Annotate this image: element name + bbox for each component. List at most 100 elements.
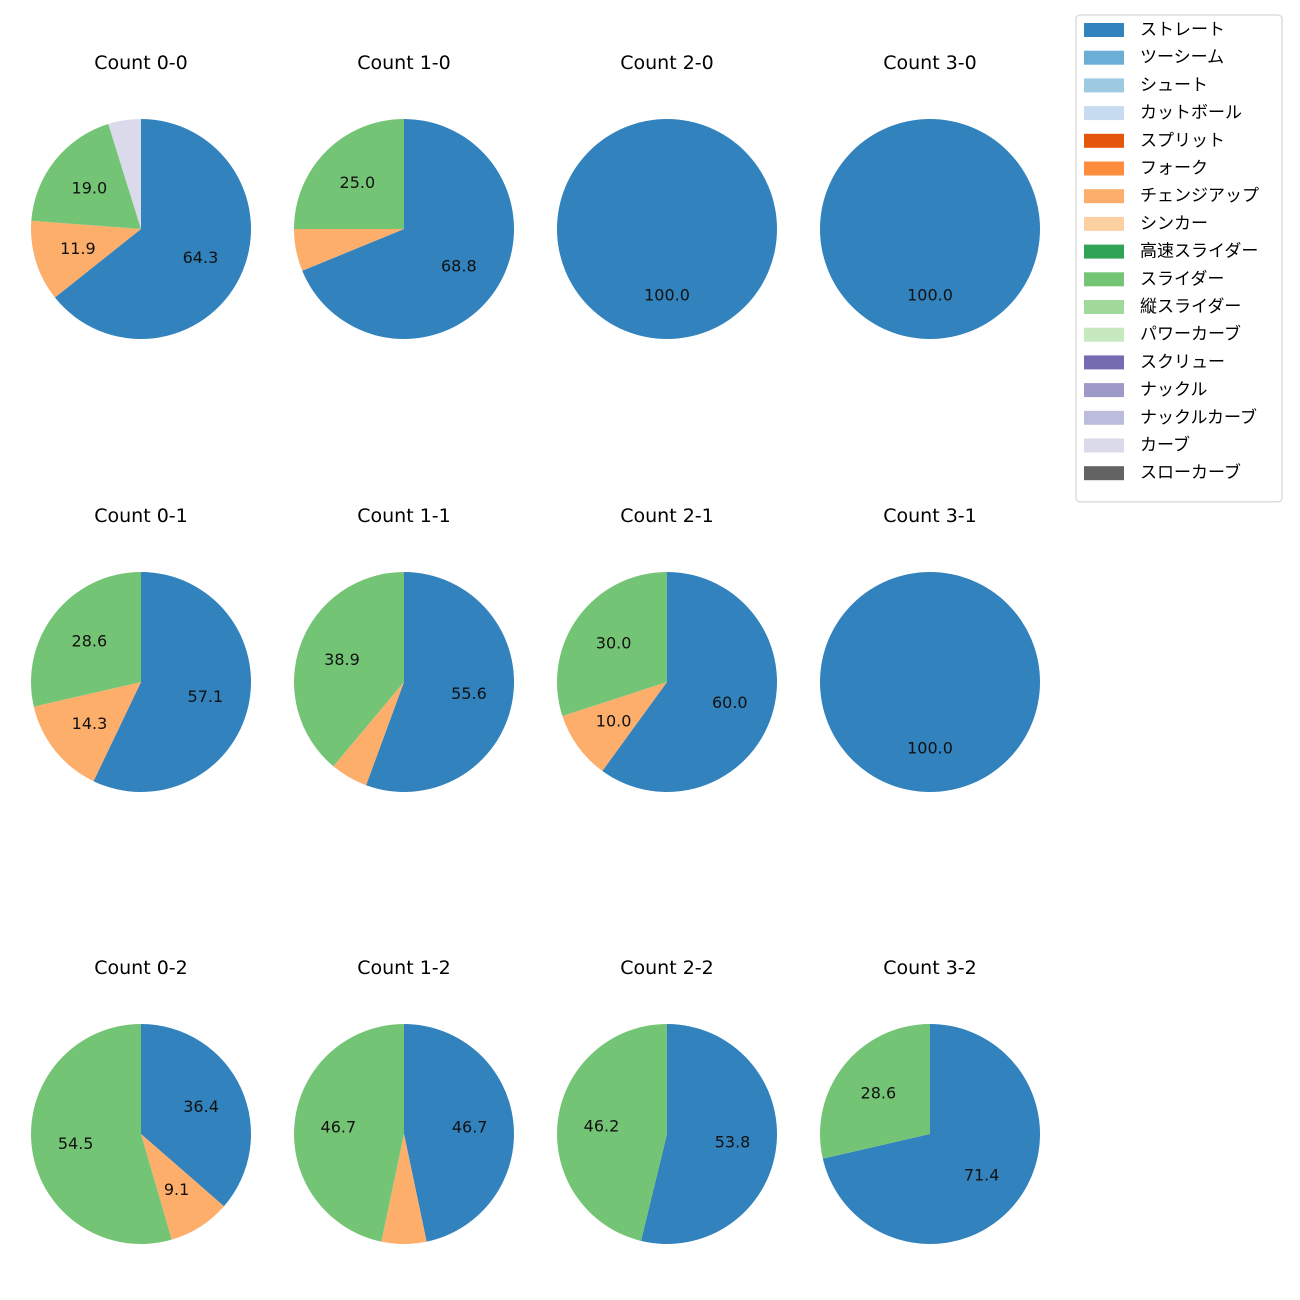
legend-swatch xyxy=(1084,78,1124,93)
pie-slice xyxy=(820,572,1040,792)
pie-slice xyxy=(366,572,515,792)
pie-value-label: 71.4 xyxy=(964,1166,1000,1185)
pie-value-label: 9.1 xyxy=(164,1180,189,1199)
legend-swatch xyxy=(1084,189,1124,204)
pie-value-label: 46.7 xyxy=(452,1118,488,1137)
pie-slice xyxy=(294,572,404,767)
legend-swatch xyxy=(1084,383,1124,398)
pie-slice xyxy=(108,119,141,229)
legend-swatch xyxy=(1084,161,1124,176)
legend-label: スプリット xyxy=(1140,131,1225,151)
pie-value-label: 38.9 xyxy=(324,650,360,669)
pie-slice xyxy=(640,1024,778,1244)
legend-label: シュート xyxy=(1140,75,1208,95)
pie-slice xyxy=(30,1024,172,1244)
pie-slice xyxy=(93,571,252,792)
legend-label: スライダー xyxy=(1140,269,1224,289)
pie-slice xyxy=(294,1024,404,1242)
pie-chart: Count 3-2 71.4 28.6 xyxy=(819,957,1040,1244)
pie-slice xyxy=(31,123,142,229)
legend: ストレートツーシームシュートカットボールスプリットフォークチェンジアップシンカー… xyxy=(1075,14,1283,503)
legend-label: 高速スライダー xyxy=(1140,242,1258,262)
legend-label: チェンジアップ xyxy=(1140,186,1259,206)
legend-swatch xyxy=(1084,244,1124,259)
pie-slice xyxy=(33,682,141,782)
pie-value-label: 11.9 xyxy=(60,239,96,258)
pie-value-label: 25.0 xyxy=(340,173,376,192)
pie-value-label: 55.6 xyxy=(451,684,487,703)
pie-value-label: 54.5 xyxy=(58,1134,94,1153)
pie-slice xyxy=(404,1024,514,1242)
pie-slice xyxy=(30,220,142,298)
pie-title: Count 0-0 xyxy=(94,52,188,74)
pie-value-label: 30.0 xyxy=(596,634,632,653)
pie-slice xyxy=(294,229,404,271)
legend-label: シンカー xyxy=(1140,214,1208,234)
pie-chart: Count 3-0 100.0 xyxy=(820,52,1040,339)
pie-title: Count 2-2 xyxy=(620,957,714,979)
legend-label: フォーク xyxy=(1140,159,1208,179)
pie-slice xyxy=(557,1024,667,1241)
pie-chart: Count 1-1 55.6 38.9 xyxy=(294,505,515,792)
pie-value-label: 10.0 xyxy=(596,711,632,730)
pie-chart: Count 0-2 36.4 9.1 54.5 xyxy=(30,957,251,1244)
pie-title: Count 0-2 xyxy=(94,957,188,979)
pie-value-label: 57.1 xyxy=(188,687,224,706)
pie-slice xyxy=(30,572,142,707)
pie-value-label: 19.0 xyxy=(72,178,108,197)
pie-value-label: 14.3 xyxy=(72,714,108,733)
pie-value-label: 60.0 xyxy=(712,693,748,712)
pie-value-label: 100.0 xyxy=(907,286,953,305)
pie-chart: Count 0-1 57.1 14.3 28.6 xyxy=(30,505,252,792)
pie-title: Count 1-0 xyxy=(357,52,451,74)
legend-swatch xyxy=(1084,327,1124,342)
pie-value-label: 53.8 xyxy=(715,1132,751,1151)
pie-chart: Count 2-1 60.0 10.0 30.0 xyxy=(556,505,777,792)
legend-label: ナックルカーブ xyxy=(1140,407,1257,428)
pie-chart: Count 1-0 68.8 25.0 xyxy=(294,52,514,339)
pie-chart: Count 2-2 53.8 46.2 xyxy=(557,957,778,1244)
pie-slice xyxy=(819,1023,930,1159)
pie-slice xyxy=(820,119,1040,339)
legend-swatch xyxy=(1084,106,1124,121)
legend-swatch xyxy=(1084,50,1124,65)
pie-chart: Count 3-1 100.0 xyxy=(820,505,1040,792)
pie-slice xyxy=(562,682,667,771)
pie-slice xyxy=(557,119,777,339)
pie-title: Count 3-1 xyxy=(883,505,977,527)
legend-label: スローカーブ xyxy=(1140,462,1241,483)
pie-slice xyxy=(294,119,404,229)
pie-value-label: 100.0 xyxy=(907,739,953,758)
pie-title: Count 3-2 xyxy=(883,957,977,979)
pie-value-label: 28.6 xyxy=(861,1083,897,1102)
legend-label: ストレート xyxy=(1140,20,1225,40)
pie-slice xyxy=(141,1134,224,1240)
pie-slice xyxy=(556,572,667,716)
pie-value-label: 64.3 xyxy=(183,248,219,267)
pie-slice xyxy=(602,572,777,792)
legend-label: パワーカーブ xyxy=(1140,324,1241,345)
pie-title: Count 2-0 xyxy=(620,52,714,74)
pie-title: Count 2-1 xyxy=(620,505,714,527)
pie-slice xyxy=(381,1134,427,1244)
pie-chart: Count 1-2 46.7 46.7 xyxy=(294,957,514,1244)
legend-label: 縦スライダー xyxy=(1140,297,1241,317)
legend-swatch xyxy=(1084,133,1124,148)
pie-value-label: 28.6 xyxy=(72,631,108,650)
legend-label: ツーシーム xyxy=(1140,48,1224,68)
pie-title: Count 1-2 xyxy=(357,957,451,979)
legend-swatch xyxy=(1084,23,1124,37)
pie-title: Count 0-1 xyxy=(94,505,188,527)
pie-slice xyxy=(822,1024,1040,1244)
pie-chart: Count 0-0 64.3 11.9 19.0 xyxy=(30,52,252,339)
legend-label: ナックル xyxy=(1140,380,1208,400)
pie-title: Count 1-1 xyxy=(357,505,451,527)
legend-label: カーブ xyxy=(1140,435,1190,456)
legend-swatch xyxy=(1084,355,1124,370)
pie-title: Count 3-0 xyxy=(883,52,977,74)
pie-slice xyxy=(54,119,252,339)
legend-swatch xyxy=(1084,300,1124,314)
pie-value-label: 46.2 xyxy=(584,1117,620,1136)
pie-chart: Count 2-0 100.0 xyxy=(557,52,777,339)
